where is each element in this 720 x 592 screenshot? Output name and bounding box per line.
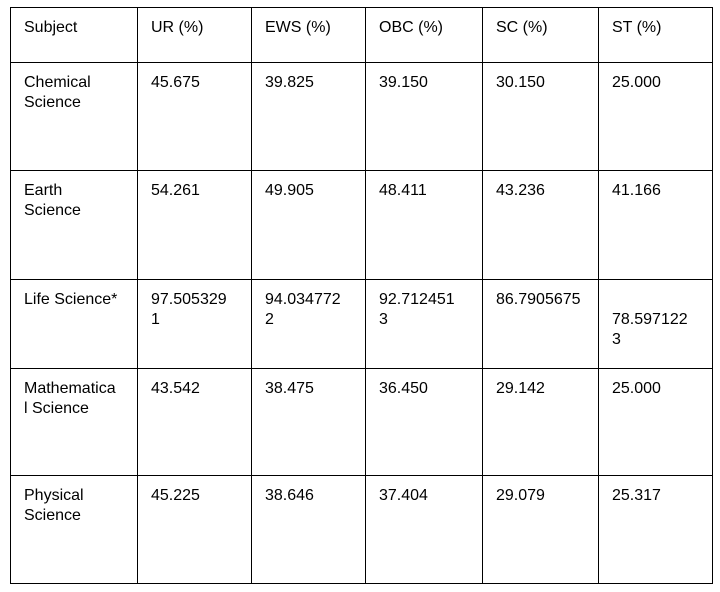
row-life-science: Life Science* 97.505329 1 94.034772 2 92… [10,279,713,369]
cell-life-science-subject: Life Science* [10,279,138,369]
cell-earth-science-ews: 49.905 [251,170,366,280]
cell-chemical-science-obc: 39.150 [365,62,483,171]
cell-earth-science-obc: 48.411 [365,170,483,280]
cell-physical-science-sc: 29.079 [482,475,599,584]
row-physical-science: Physical Science 45.225 38.646 37.404 29… [10,475,713,584]
header-st: ST (%) [598,7,713,63]
cell-life-science-ur: 97.505329 1 [137,279,252,369]
header-ews: EWS (%) [251,7,366,63]
header-sc: SC (%) [482,7,599,63]
cell-physical-science-obc: 37.404 [365,475,483,584]
cell-earth-science-ur: 54.261 [137,170,252,280]
cell-earth-science-subject: Earth Science [10,170,138,280]
header-ur: UR (%) [137,7,252,63]
cell-physical-science-ur: 45.225 [137,475,252,584]
cell-life-science-obc: 92.712451 3 [365,279,483,369]
cell-physical-science-ews: 38.646 [251,475,366,584]
cutoff-table: Subject UR (%) EWS (%) OBC (%) SC (%) ST… [10,7,713,584]
cell-life-science-st: 78.597122 3 [598,279,713,369]
cell-mathematical-science-ur: 43.542 [137,368,252,476]
cell-mathematical-science-st: 25.000 [598,368,713,476]
cell-life-science-sc: 86.7905675 [482,279,599,369]
cell-mathematical-science-ews: 38.475 [251,368,366,476]
cell-mathematical-science-obc: 36.450 [365,368,483,476]
cell-chemical-science-ur: 45.675 [137,62,252,171]
cell-physical-science-subject: Physical Science [10,475,138,584]
header-subject: Subject [10,7,138,63]
cell-physical-science-st: 25.317 [598,475,713,584]
cell-life-science-ews: 94.034772 2 [251,279,366,369]
cell-mathematical-science-subject: Mathematica l Science [10,368,138,476]
cell-chemical-science-sc: 30.150 [482,62,599,171]
row-chemical-science: Chemical Science 45.675 39.825 39.150 30… [10,62,713,171]
cell-chemical-science-ews: 39.825 [251,62,366,171]
cell-earth-science-st: 41.166 [598,170,713,280]
cell-chemical-science-st: 25.000 [598,62,713,171]
cell-earth-science-sc: 43.236 [482,170,599,280]
row-mathematical-science: Mathematica l Science 43.542 38.475 36.4… [10,368,713,476]
cell-mathematical-science-sc: 29.142 [482,368,599,476]
cell-chemical-science-subject: Chemical Science [10,62,138,171]
header-obc: OBC (%) [365,7,483,63]
row-earth-science: Earth Science 54.261 49.905 48.411 43.23… [10,170,713,280]
header-row: Subject UR (%) EWS (%) OBC (%) SC (%) ST… [10,7,713,63]
